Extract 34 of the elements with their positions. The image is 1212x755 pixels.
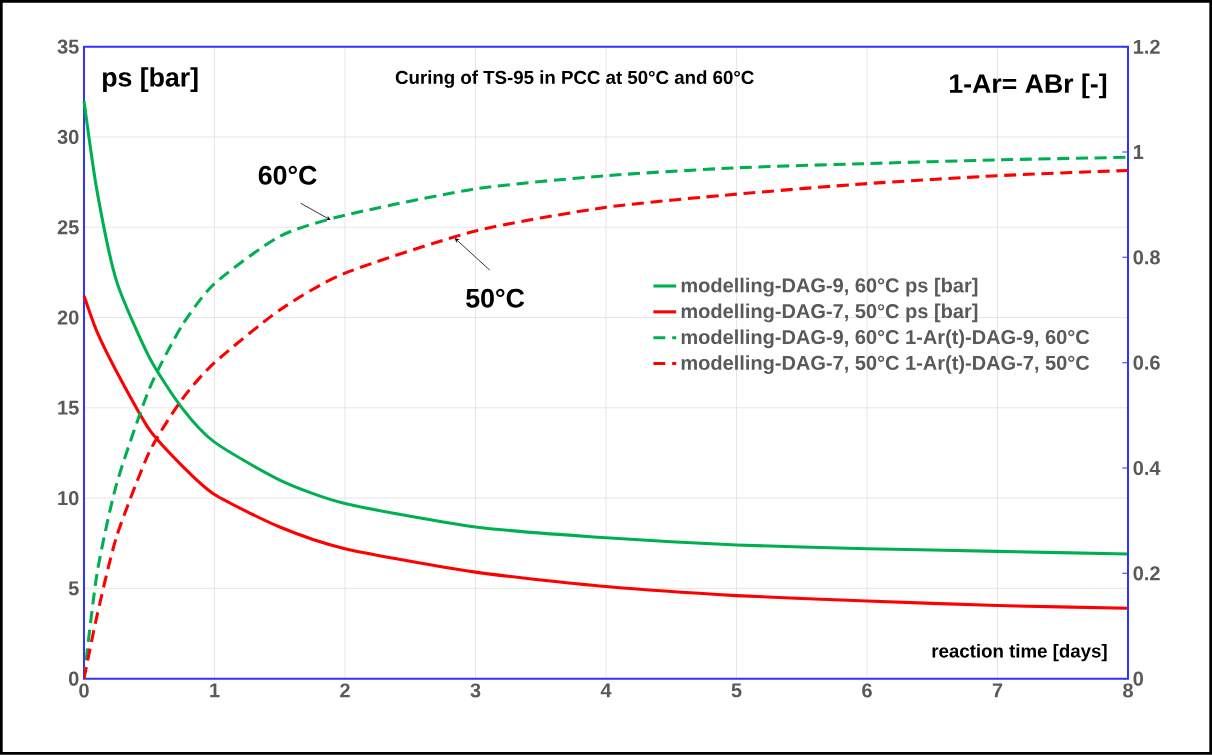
x-tick-label: 4 bbox=[600, 683, 612, 698]
x-tick-label: 8 bbox=[1123, 683, 1133, 698]
y-tick-label: 35 bbox=[57, 39, 79, 54]
y2-tick-label: 0.6 bbox=[1133, 355, 1160, 370]
legend-label: modelling-DAG-9, 60°C 1-Ar(t)-DAG-9, 60°C bbox=[681, 329, 1090, 349]
y-tick-label: 30 bbox=[57, 130, 79, 145]
y-axis-title: ps [bar] bbox=[102, 67, 198, 93]
text: Curing of TS-95 in PCC at 50°C and 60°C bbox=[395, 70, 754, 88]
x-tick-label: 6 bbox=[862, 683, 872, 698]
y2-tick-label: 1 bbox=[1133, 145, 1144, 160]
y-tick-label: 5 bbox=[68, 581, 79, 596]
y2-tick-label: 0 bbox=[1133, 671, 1144, 686]
annotation: 60°C bbox=[258, 165, 317, 185]
y-tick-label: 0 bbox=[68, 671, 79, 686]
annotation: 50°C bbox=[466, 288, 525, 308]
y-tick-label: 10 bbox=[58, 491, 79, 506]
y2-axis-title: 1-Ar= ABr [-] bbox=[950, 73, 1107, 99]
x-tick-label: 0 bbox=[79, 683, 89, 698]
x-tick-label: 2 bbox=[340, 683, 350, 698]
y-tick-label: 20 bbox=[57, 310, 79, 325]
y2-tick-label: 0.8 bbox=[1133, 250, 1160, 265]
x-tick-label: 7 bbox=[992, 683, 1003, 698]
y2-tick-label: 0.4 bbox=[1133, 461, 1161, 476]
legend-label: modelling-DAG-9, 60°C ps [bar] bbox=[681, 277, 978, 297]
legend-label: modelling-DAG-7, 50°C ps [bar] bbox=[681, 303, 978, 323]
y-tick-label: 15 bbox=[58, 400, 79, 415]
legend-label: modelling-DAG-7, 50°C 1-Ar(t)-DAG-7, 50°C bbox=[681, 355, 1090, 375]
x-tick-label: 1 bbox=[210, 683, 220, 698]
y-tick-label: 25 bbox=[57, 220, 79, 235]
y2-tick-label: 0.2 bbox=[1133, 566, 1160, 581]
x-tick-label: 3 bbox=[470, 683, 481, 698]
x-axis-title: reaction time [days] bbox=[932, 644, 1107, 662]
x-tick-label: 5 bbox=[731, 683, 742, 698]
y2-tick-label: 1.2 bbox=[1133, 39, 1160, 54]
